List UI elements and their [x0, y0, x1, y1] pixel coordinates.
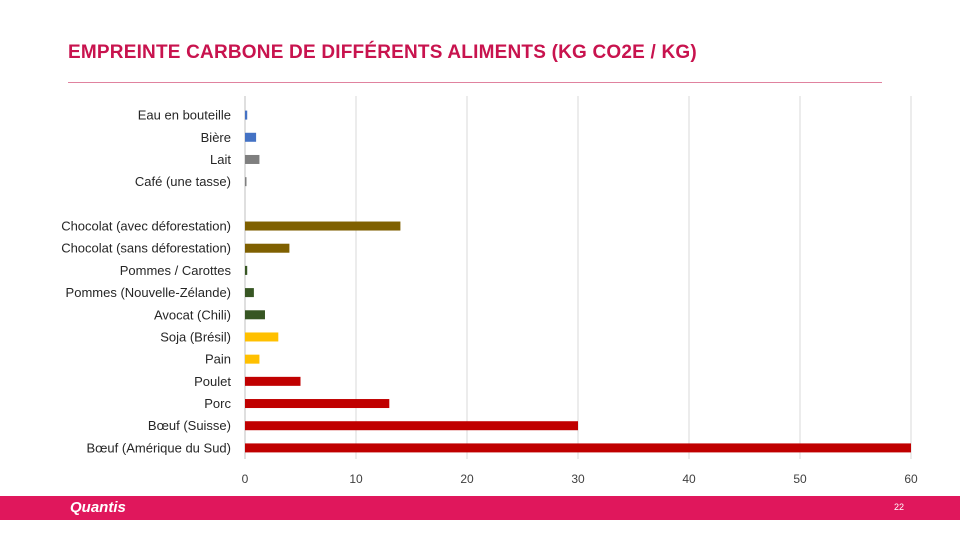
- category-label: Poulet: [194, 374, 231, 389]
- category-label: Eau en bouteille: [138, 108, 231, 123]
- footer-bar: Quantis 22: [0, 496, 960, 520]
- x-tick-label: 50: [793, 472, 807, 486]
- bar: [245, 310, 265, 320]
- x-tick-label: 20: [460, 472, 474, 486]
- bar: [245, 177, 247, 187]
- title-divider: [68, 82, 882, 83]
- bar: [245, 399, 390, 409]
- bar: [245, 154, 260, 164]
- category-label: Porc: [204, 396, 231, 411]
- bar: [245, 332, 279, 342]
- bar: [245, 221, 401, 231]
- x-tick-label: 40: [682, 472, 696, 486]
- bar: [245, 421, 578, 431]
- bar: [245, 243, 290, 253]
- bar: [245, 288, 254, 298]
- bar: [245, 376, 301, 386]
- bar: [245, 110, 248, 120]
- category-label: Pommes / Carottes: [120, 263, 232, 278]
- x-tick-label: 10: [349, 472, 363, 486]
- category-label: Bœuf (Suisse): [148, 418, 231, 433]
- category-label: Soja (Brésil): [160, 329, 231, 344]
- bar: [245, 443, 911, 453]
- category-label: Chocolat (avec déforestation): [61, 219, 231, 234]
- category-label: Lait: [210, 152, 231, 167]
- x-tick-label: 0: [242, 472, 249, 486]
- bar: [245, 354, 260, 364]
- category-label: Pain: [205, 352, 231, 367]
- x-tick-label: 60: [904, 472, 918, 486]
- category-label: Bœuf (Amérique du Sud): [86, 440, 231, 455]
- slide-title: EMPREINTE CARBONE DE DIFFÉRENTS ALIMENTS…: [68, 42, 697, 63]
- bar-chart: 0 10 20 30 40 50 60 Eau en bouteille Bière Lait Ca…: [61, 96, 918, 486]
- category-label: Café (une tasse): [135, 174, 231, 189]
- category-label: Avocat (Chili): [154, 307, 231, 322]
- bar: [245, 132, 257, 142]
- page-number: 22: [893, 502, 904, 512]
- category-label: Bière: [201, 130, 231, 145]
- category-label: Pommes (Nouvelle-Zélande): [66, 285, 231, 300]
- bar: [245, 265, 248, 275]
- x-tick-label: 30: [571, 472, 585, 486]
- category-label: Chocolat (sans déforestation): [61, 241, 231, 256]
- quantis-logo: Quantis: [70, 499, 126, 516]
